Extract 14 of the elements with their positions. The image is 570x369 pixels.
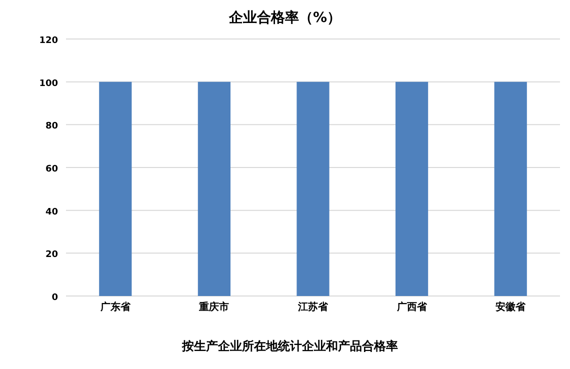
- y-tick-label: 100: [39, 78, 58, 89]
- text: 按生产企业所在地统计企业和产品合格率: [181, 339, 398, 353]
- x-tick-label: 安徽省: [496, 301, 527, 313]
- y-tick-label: 80: [45, 122, 58, 132]
- x-tick-label: 广东省: [99, 301, 132, 313]
- y-tick-label: 20: [45, 250, 58, 260]
- y-tick-label: 0: [52, 293, 58, 303]
- y-tick-label: 60: [45, 164, 58, 174]
- x-tick-label: 广西省: [396, 301, 428, 313]
- y-tick-label: 40: [45, 207, 58, 218]
- x-tick-label: 江苏省: [297, 301, 329, 313]
- x-tick-label: 重庆市: [198, 301, 230, 313]
- chart-title: 企业合格率（%）: [228, 9, 342, 26]
- y-tick-label: 120: [39, 36, 58, 46]
